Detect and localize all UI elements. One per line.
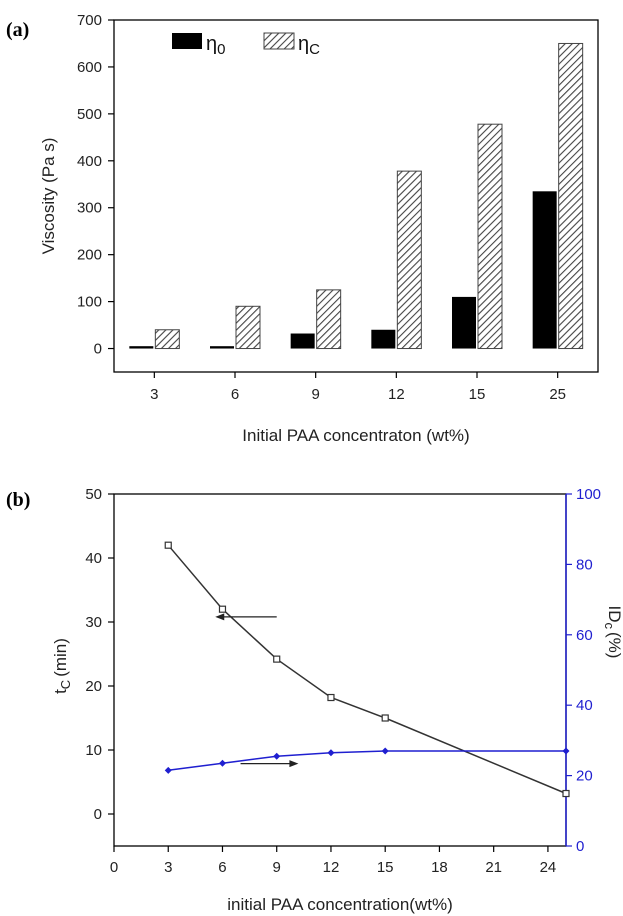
panel-a-legend: η0 ηC — [172, 32, 320, 58]
legend-label-eta0: η0 — [206, 33, 225, 58]
x-tick-label: 0 — [110, 859, 118, 876]
panel-b-right-y-axis-title: IDc (%) — [602, 606, 623, 659]
bar-etac — [396, 170, 422, 350]
legend-label-etac: ηC — [298, 33, 320, 58]
panel-a-y-axis-title: Viscosity (Pa s) — [39, 138, 58, 255]
y-tick-label: 700 — [77, 12, 102, 29]
y-tick-label: 300 — [77, 200, 102, 217]
tc-point — [273, 655, 281, 663]
right-y-tick-label: 60 — [576, 627, 593, 644]
bar-etac — [316, 289, 342, 350]
x-tick-label: 3 — [150, 386, 158, 403]
y-tick-label: 100 — [77, 294, 102, 311]
y-tick-label: 0 — [94, 341, 102, 358]
bar-eta0 — [210, 346, 234, 349]
right-axis-sub: c — [602, 623, 617, 630]
panel-b-label: (b) — [6, 489, 30, 511]
y-tick-label: 500 — [77, 106, 102, 123]
left-y-tick-label: 10 — [85, 742, 102, 759]
bar-etac — [235, 305, 261, 350]
panel-a-x-axis-title: Initial PAA concentraton (wt%) — [242, 426, 469, 445]
panel-b-x-ticks: 0 3 6 9 12 15 18 21 24 — [110, 846, 556, 876]
tc-point — [381, 714, 389, 722]
idc-point — [273, 752, 281, 760]
y-tick-label: 600 — [77, 59, 102, 76]
panel-a-y-ticks: 0 100 200 300 400 500 600 700 — [77, 12, 114, 358]
left-axis-unit: (min) — [51, 638, 70, 677]
arrow-right-head — [289, 760, 299, 768]
right-y-tick-label: 0 — [576, 838, 584, 855]
left-y-tick-label: 40 — [85, 550, 102, 567]
legend-eta0-sub: 0 — [217, 41, 225, 58]
idc-point — [327, 749, 335, 757]
right-y-tick-label: 40 — [576, 697, 593, 714]
idc-point — [164, 766, 172, 774]
panel-a-frame — [113, 19, 599, 373]
panel-b-left-y-axis-title: tC (min) — [51, 638, 73, 694]
bar-eta0 — [290, 333, 315, 349]
right-y-tick-label: 80 — [576, 556, 593, 573]
legend-swatch-eta0 — [172, 33, 202, 49]
x-tick-label: 9 — [273, 859, 281, 876]
legend-swatch-etac — [263, 32, 295, 50]
legend-etac-sub: C — [309, 41, 320, 58]
x-tick-label: 3 — [164, 859, 172, 876]
x-tick-label: 21 — [485, 859, 502, 876]
x-tick-label: 6 — [218, 859, 226, 876]
right-y-tick-label: 100 — [576, 486, 601, 503]
bar-eta0 — [371, 329, 396, 349]
idc-point — [562, 747, 570, 755]
x-tick-label: 24 — [540, 859, 557, 876]
tc-point — [327, 693, 335, 702]
panel-b-left-y-ticks: 0 10 20 30 40 50 — [85, 486, 114, 823]
legend-etac-main: η — [298, 33, 309, 55]
left-y-tick-label: 20 — [85, 678, 102, 695]
x-tick-label: 18 — [431, 859, 448, 876]
bar-eta0 — [129, 346, 154, 349]
x-tick-label: 12 — [388, 386, 405, 403]
panel-b-series — [164, 541, 570, 798]
left-axis-t: t — [51, 689, 70, 694]
panel-a: (a) 0 100 200 300 400 500 600 700 3 6 9 12 15 25 Vis… — [6, 12, 599, 445]
panel-b-x-axis-title: initial PAA concentration(wt%) — [227, 895, 453, 914]
bar-etac — [477, 123, 503, 350]
y-tick-label: 200 — [77, 247, 102, 264]
x-tick-label: 6 — [231, 386, 239, 403]
panel-a-label: (a) — [6, 19, 29, 41]
tc-point — [164, 541, 172, 549]
x-tick-label: 12 — [323, 859, 340, 876]
idc-point — [218, 759, 226, 767]
idc-point — [381, 747, 389, 755]
right-y-tick-label: 20 — [576, 768, 593, 785]
x-tick-label: 15 — [377, 859, 394, 876]
left-y-tick-label: 0 — [94, 806, 102, 823]
left-axis-sub: C — [58, 680, 73, 689]
left-y-tick-label: 50 — [85, 486, 102, 503]
left-y-tick-label: 30 — [85, 614, 102, 631]
panel-a-bars — [129, 42, 584, 350]
y-tick-label: 400 — [77, 153, 102, 170]
bar-etac — [558, 42, 584, 350]
x-tick-label: 15 — [469, 386, 486, 403]
bar-eta0 — [532, 191, 557, 349]
bar-eta0 — [452, 296, 476, 349]
idc-line — [168, 750, 566, 772]
bar-etac — [154, 329, 180, 350]
x-tick-label: 25 — [549, 386, 566, 403]
panel-b-right-y-ticks: 0 20 40 60 80 100 — [566, 486, 601, 855]
tc-line — [167, 544, 567, 795]
right-axis-id: ID — [605, 606, 623, 623]
panel-b-arrows — [215, 613, 299, 768]
right-axis-unit: (%) — [605, 632, 623, 658]
arrow-left-head — [215, 613, 225, 621]
panel-a-x-ticks: 3 6 9 12 15 25 — [150, 372, 566, 403]
panel-b-frame — [113, 493, 567, 847]
tc-point — [218, 605, 227, 613]
legend-eta0-main: η — [206, 33, 217, 55]
tc-point — [562, 789, 570, 798]
x-tick-label: 9 — [311, 386, 319, 403]
panel-b: (b) 0 10 20 30 40 50 0 20 40 60 80 100 0 3 6 9 12 15 18 2… — [6, 486, 623, 914]
